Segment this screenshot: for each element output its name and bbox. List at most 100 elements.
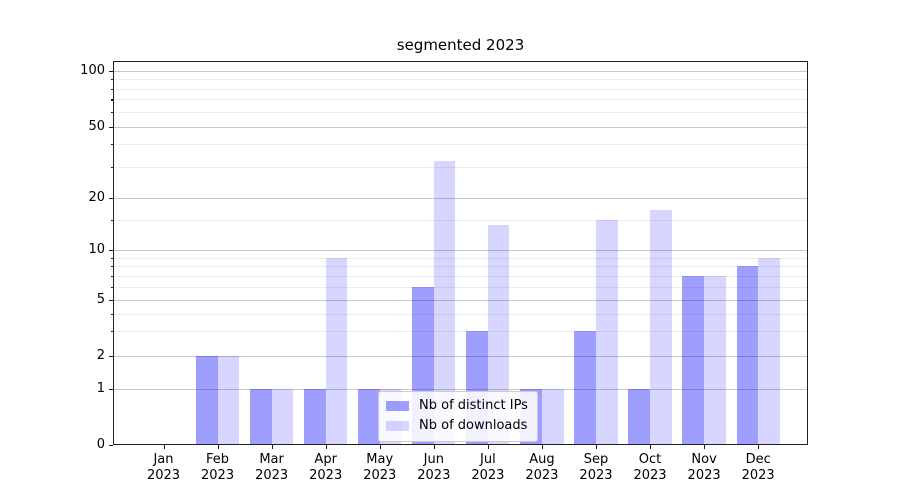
x-tick-nov	[704, 445, 706, 450]
x-label-month: May	[366, 451, 394, 467]
legend-row-distinct-ips: Nb of distinct IPs	[386, 396, 528, 416]
x-label-month: Dec	[745, 451, 771, 467]
y-minortick-90	[110, 79, 114, 81]
y-minortick-8	[110, 266, 114, 268]
x-tick-label-jun: Jun 2023	[402, 452, 466, 485]
y-minortick-7	[110, 275, 114, 277]
bar-downloads-aug	[541, 389, 564, 445]
x-tick-label-jul: Jul 2023	[456, 452, 520, 485]
legend-swatch-downloads	[386, 421, 409, 431]
gridline-minor-4	[113, 313, 809, 315]
x-label-year: 2023	[471, 468, 505, 483]
x-tick-may	[379, 445, 381, 450]
x-label-year: 2023	[687, 468, 721, 483]
x-label-month: Jul	[480, 451, 496, 467]
gridline-minor-80	[113, 88, 809, 90]
gridline-minor-6	[113, 286, 809, 288]
x-label-year: 2023	[525, 468, 559, 483]
x-tick-label-nov: Nov 2023	[672, 452, 736, 485]
gridline-minor-30	[113, 166, 809, 168]
y-tick-label-20: 20	[88, 190, 105, 206]
y-tick-50	[109, 126, 114, 128]
y-minortick-9	[110, 257, 114, 259]
x-tick-aug	[541, 445, 544, 450]
legend-label-distinct-ips: Nb of distinct IPs	[419, 398, 528, 413]
bar-downloads-apr	[325, 257, 348, 445]
gridline-major-1	[113, 389, 809, 391]
x-tick-oct	[650, 445, 652, 450]
gridline-minor-60	[113, 111, 809, 113]
y-tick-100	[109, 70, 114, 72]
x-tick-label-jan: Jan 2023	[132, 452, 196, 485]
y-minortick-80	[110, 88, 114, 90]
y-minortick-3	[110, 331, 114, 333]
x-label-year: 2023	[146, 468, 181, 483]
bar-downloads-dec	[758, 257, 780, 445]
y-minortick-70	[110, 99, 114, 101]
x-tick-sep	[595, 445, 598, 450]
x-label-month: Nov	[691, 451, 717, 467]
gridline-major-50	[113, 126, 809, 128]
bar-distinct-ips-dec	[736, 266, 759, 445]
y-tick-label-5: 5	[96, 292, 105, 307]
y-tick-20	[109, 198, 114, 200]
gridline-major-2	[113, 355, 809, 357]
x-label-month: Jun	[423, 451, 444, 467]
x-label-year: 2023	[309, 468, 343, 483]
gridline-minor-15	[113, 219, 809, 221]
y-tick-label-0: 0	[96, 437, 105, 452]
bar-downloads-jun	[433, 161, 456, 445]
x-tick-label-feb: Feb 2023	[186, 452, 250, 485]
y-tick-label-50: 50	[88, 118, 105, 134]
bar-distinct-ips-may	[358, 389, 380, 445]
gridline-minor-70	[113, 99, 809, 101]
y-tick-5	[109, 300, 114, 302]
y-tick-label-1: 1	[96, 381, 105, 397]
x-tick-jan	[163, 445, 165, 450]
gridline-major-100	[113, 70, 809, 72]
x-label-year: 2023	[579, 468, 613, 483]
bar-distinct-ips-feb	[195, 355, 218, 445]
x-label-month: Feb	[206, 451, 230, 467]
y-tick-10	[109, 250, 114, 252]
gridline-major-20	[113, 198, 809, 200]
x-tick-label-mar: Mar 2023	[240, 452, 304, 485]
bar-downloads-feb	[217, 355, 240, 445]
x-tick-label-aug: Aug 2023	[510, 452, 574, 485]
x-label-month: Sep	[583, 451, 609, 467]
x-label-month: Aug	[529, 451, 555, 467]
bar-downloads-nov	[704, 275, 726, 445]
chart-title: segmented 2023	[396, 35, 525, 54]
x-tick-label-dec: Dec 2023	[726, 452, 790, 485]
x-tick-label-apr: Apr 2023	[294, 452, 358, 485]
y-minortick-60	[110, 111, 114, 113]
y-tick-label-10: 10	[88, 242, 105, 257]
y-minortick-30	[110, 166, 114, 168]
gridline-minor-8	[113, 266, 809, 268]
x-tick-label-may: May 2023	[348, 452, 412, 485]
gridline-minor-9	[113, 257, 809, 259]
gridline-major-10	[113, 250, 809, 251]
y-tick-0	[109, 445, 114, 447]
bar-downloads-mar	[271, 389, 294, 445]
bar-downloads-jul	[487, 224, 510, 445]
x-label-month: Mar	[259, 451, 284, 467]
x-tick-jun	[433, 445, 435, 450]
x-tick-dec	[758, 445, 760, 450]
bar-distinct-ips-mar	[250, 389, 272, 445]
y-tick-label-2: 2	[96, 347, 105, 363]
bar-downloads-sep	[595, 219, 618, 445]
legend: Nb of distinct IPs Nb of downloads	[378, 391, 538, 442]
y-minortick-15	[110, 219, 114, 221]
x-label-month: Jan	[153, 451, 174, 467]
gridline-minor-3	[113, 331, 809, 333]
gridline-minor-90	[113, 79, 809, 80]
bar-distinct-ips-sep	[574, 331, 596, 445]
x-tick-mar	[271, 445, 273, 450]
y-tick-2	[109, 355, 114, 357]
x-tick-label-oct: Oct 2023	[618, 452, 682, 485]
gridline-minor-7	[113, 275, 809, 277]
y-tick-1	[109, 389, 114, 391]
x-label-month: Apr	[314, 451, 337, 467]
y-tick-label-100: 100	[80, 62, 105, 78]
